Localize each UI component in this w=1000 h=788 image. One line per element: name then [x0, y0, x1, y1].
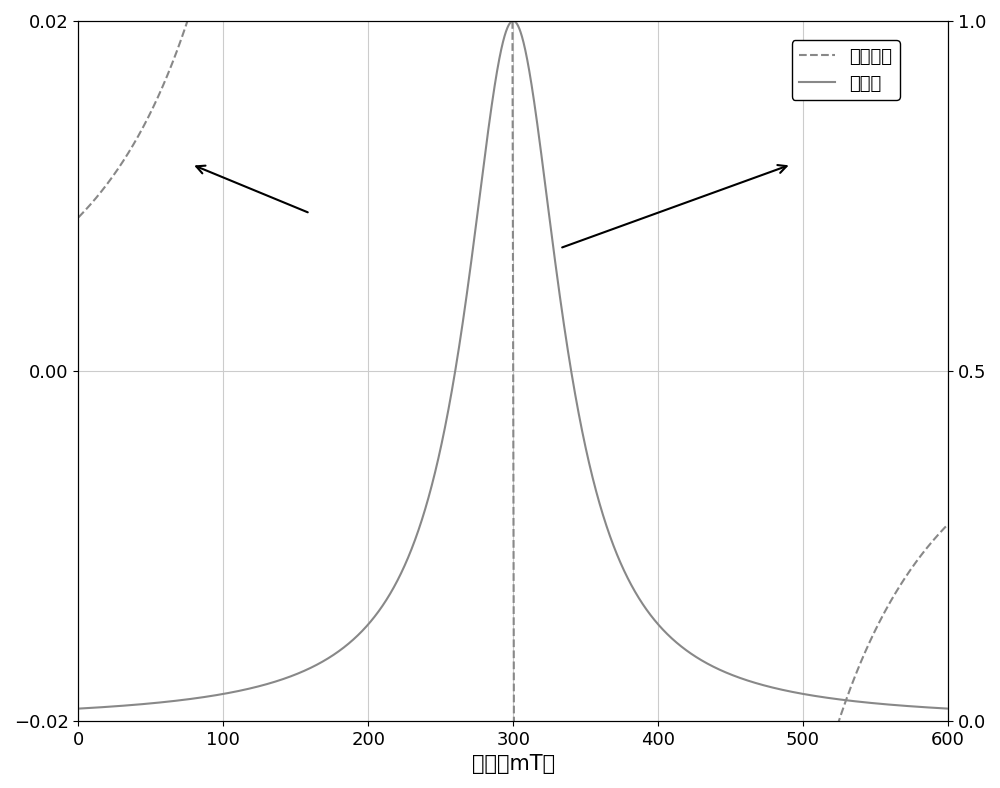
Line: 积分谱: 积分谱 [78, 21, 948, 708]
积分谱 [594, 500, 606, 510]
积分谱 [638, 601, 650, 611]
积分谱 [721, 668, 733, 678]
积分谱 [942, 704, 954, 713]
积分谱 [507, 17, 519, 26]
Line: 顺磁波谱: 顺磁波谱 [78, 0, 948, 788]
顺磁波谱 [942, 519, 954, 529]
Legend: 顺磁波谱, 积分谱: 顺磁波谱, 积分谱 [792, 40, 900, 100]
顺磁波谱 [72, 213, 84, 222]
X-axis label: 磁场（mT）: 磁场（mT） [472, 754, 555, 774]
积分谱 [230, 686, 242, 696]
积分谱 [405, 547, 417, 556]
积分谱 [72, 704, 84, 713]
积分谱 [787, 687, 799, 697]
